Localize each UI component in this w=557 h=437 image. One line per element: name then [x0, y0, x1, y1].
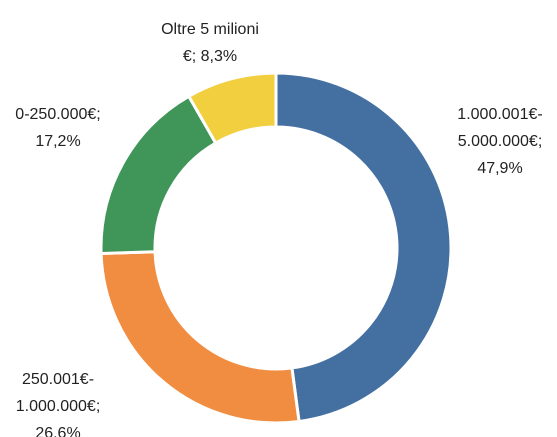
- donut-segment: [99, 94, 218, 256]
- data-label: €; 8,3%: [183, 48, 237, 65]
- data-label: 47,9%: [477, 160, 522, 177]
- donut-segment: [186, 71, 278, 146]
- data-label: 1.000.000€;: [16, 398, 101, 415]
- donut-segment: [99, 250, 301, 425]
- data-label: Oltre 5 milioni: [161, 21, 259, 38]
- donut-segment: [274, 71, 453, 424]
- data-label: 1.000.001€-: [457, 106, 542, 123]
- data-label: 0-250.000€;: [15, 106, 100, 123]
- data-label: 250.001€-: [22, 371, 94, 388]
- data-label: 17,2%: [35, 133, 80, 150]
- data-label: 26.6%: [35, 425, 80, 437]
- data-label: 5.000.000€;: [458, 133, 543, 150]
